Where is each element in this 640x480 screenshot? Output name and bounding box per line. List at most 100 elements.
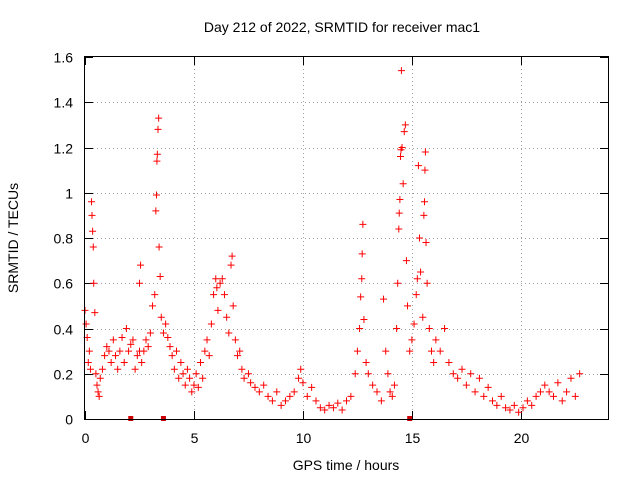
data-point bbox=[153, 150, 161, 158]
data-point bbox=[297, 365, 305, 373]
grid-lines bbox=[85, 57, 608, 419]
data-point bbox=[157, 313, 165, 321]
data-point bbox=[357, 293, 365, 301]
data-point bbox=[229, 302, 237, 310]
data-point bbox=[422, 239, 430, 247]
data-point bbox=[358, 250, 366, 258]
plot-frame bbox=[84, 56, 609, 420]
data-point bbox=[101, 352, 109, 360]
y-axis-label: SRMTID / TECUs bbox=[5, 183, 21, 293]
data-point bbox=[519, 404, 527, 412]
data-point bbox=[295, 374, 303, 382]
data-point bbox=[144, 343, 152, 351]
data-point bbox=[393, 325, 401, 332]
data-point bbox=[290, 388, 298, 396]
y-tick-label: 0.4 bbox=[54, 322, 74, 338]
data-point bbox=[146, 329, 154, 337]
data-point bbox=[395, 209, 403, 217]
data-point bbox=[384, 370, 392, 378]
x-tick-label: 0 bbox=[82, 430, 90, 446]
data-point bbox=[153, 157, 161, 165]
data-point bbox=[382, 347, 390, 355]
data-point bbox=[164, 334, 172, 342]
data-point bbox=[388, 392, 396, 400]
x-tick-label: 5 bbox=[191, 430, 199, 446]
data-point bbox=[155, 114, 163, 122]
data-point bbox=[125, 347, 133, 355]
data-point bbox=[273, 388, 281, 396]
data-point bbox=[207, 320, 215, 328]
data-point bbox=[506, 406, 514, 414]
chart-title: Day 212 of 2022, SRMTID for receiver mac… bbox=[204, 19, 480, 35]
data-point bbox=[545, 388, 553, 396]
x-tick-label: 10 bbox=[296, 430, 312, 446]
data-point bbox=[358, 275, 366, 283]
data-point bbox=[421, 198, 429, 206]
data-point bbox=[170, 365, 178, 373]
data-point bbox=[430, 358, 438, 366]
data-point bbox=[116, 347, 124, 355]
data-point bbox=[406, 347, 414, 355]
data-point bbox=[236, 347, 244, 355]
data-point bbox=[260, 381, 268, 389]
data-point bbox=[480, 392, 488, 400]
data-point bbox=[397, 153, 405, 161]
data-point bbox=[441, 325, 449, 332]
data-point bbox=[201, 347, 209, 355]
data-point bbox=[417, 268, 425, 276]
data-point bbox=[133, 352, 141, 360]
data-point bbox=[234, 352, 242, 360]
data-point bbox=[154, 125, 162, 133]
data-point bbox=[96, 374, 104, 382]
data-point bbox=[329, 404, 337, 412]
data-point bbox=[89, 243, 97, 251]
data-point bbox=[398, 144, 406, 151]
data-point bbox=[299, 379, 307, 387]
data-point bbox=[399, 180, 407, 188]
zero-marker bbox=[128, 416, 134, 421]
data-point bbox=[140, 347, 148, 355]
data-point bbox=[360, 315, 368, 323]
data-point bbox=[177, 358, 185, 366]
data-point bbox=[303, 392, 311, 400]
data-point bbox=[449, 370, 457, 378]
data-point bbox=[515, 408, 523, 416]
data-point bbox=[286, 392, 294, 400]
data-point bbox=[536, 388, 544, 396]
data-point bbox=[423, 279, 431, 287]
data-point bbox=[412, 291, 420, 299]
data-point bbox=[510, 401, 518, 409]
data-point bbox=[532, 392, 540, 400]
data-point bbox=[414, 162, 422, 170]
data-point bbox=[203, 336, 211, 344]
data-point bbox=[109, 336, 117, 344]
data-point bbox=[377, 397, 385, 405]
data-point bbox=[216, 279, 224, 287]
data-point bbox=[353, 347, 361, 355]
data-point bbox=[458, 365, 466, 373]
data-point bbox=[502, 404, 510, 412]
y-tick-label: 0.2 bbox=[54, 367, 74, 383]
data-point bbox=[462, 381, 470, 389]
y-tick-label: 1.2 bbox=[54, 141, 74, 157]
data-point bbox=[244, 370, 252, 378]
data-point bbox=[416, 234, 424, 242]
data-points bbox=[81, 67, 584, 421]
data-point bbox=[396, 196, 404, 204]
data-point bbox=[142, 336, 150, 344]
data-point bbox=[432, 336, 440, 344]
data-point bbox=[401, 121, 409, 129]
data-point bbox=[364, 370, 372, 378]
data-point bbox=[410, 320, 418, 328]
data-point bbox=[445, 358, 453, 366]
data-point bbox=[402, 257, 410, 265]
data-point bbox=[238, 365, 246, 373]
data-point bbox=[227, 261, 235, 269]
data-point bbox=[175, 374, 183, 382]
y-tick-label: 1.4 bbox=[54, 95, 74, 111]
data-point bbox=[214, 306, 222, 314]
data-point bbox=[484, 383, 492, 391]
y-tick-label: 0 bbox=[65, 412, 73, 428]
